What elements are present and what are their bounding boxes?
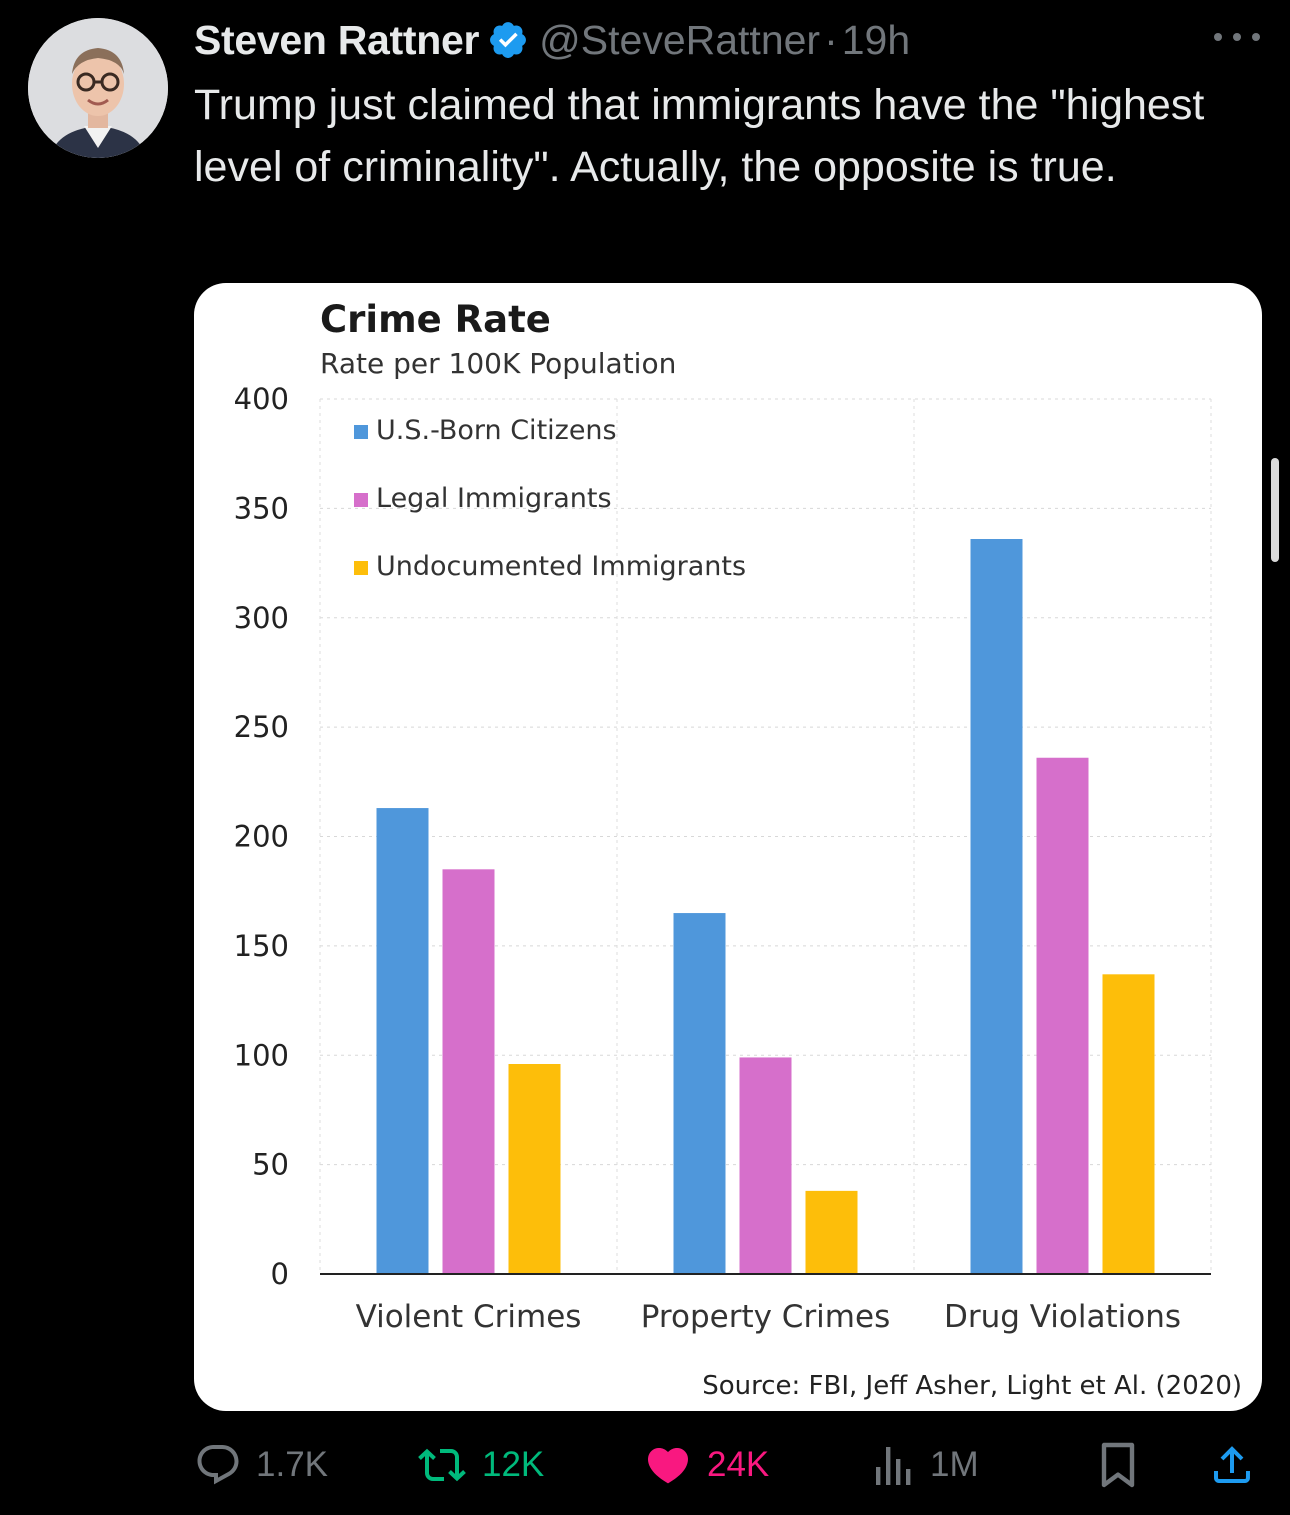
legend-label: Undocumented Immigrants: [376, 551, 746, 582]
legend-swatch: [354, 493, 368, 507]
y-tick-label: 300: [234, 601, 289, 635]
crime-rate-chart: Crime Rate Rate per 100K Population 0 50 100…: [234, 298, 1242, 1401]
views-icon: [876, 1447, 911, 1485]
legend-swatch: [354, 561, 368, 575]
share-button[interactable]: [1208, 1440, 1256, 1490]
y-tick-label: 200: [234, 820, 289, 854]
bar: [673, 913, 726, 1274]
bookmark-icon: [1101, 1442, 1135, 1488]
author-handle[interactable]: @SteveRattner: [539, 16, 821, 63]
reply-icon: [197, 1445, 239, 1485]
bar: [970, 539, 1023, 1274]
bar: [376, 808, 429, 1274]
like-button[interactable]: 24K: [643, 1440, 769, 1490]
bar: [508, 1064, 561, 1274]
y-tick-label: 400: [234, 382, 289, 416]
more-options-icon[interactable]: [1214, 26, 1260, 48]
chart-title: Crime Rate: [320, 298, 551, 341]
bar: [442, 869, 495, 1274]
scrollbar-thumb[interactable]: [1271, 458, 1279, 562]
legend-label: U.S.-Born Citizens: [376, 415, 617, 446]
bar: [739, 1057, 792, 1274]
heart-icon: [647, 1448, 689, 1484]
chart-image[interactable]: Crime Rate Rate per 100K Population 0 50 100…: [194, 283, 1262, 1411]
y-tick-label: 150: [234, 929, 289, 963]
legend-swatch: [354, 425, 368, 439]
chart-source: Source: FBI, Jeff Asher, Light et Al. (2…: [702, 1371, 1242, 1401]
x-tick-label: Violent Crimes: [356, 1299, 582, 1335]
x-tick-label: Drug Violations: [944, 1299, 1181, 1335]
avatar[interactable]: [28, 18, 168, 158]
tweet-header: Steven Rattner @SteveRattner · 19h: [194, 14, 910, 66]
author-name[interactable]: Steven Rattner: [194, 16, 480, 63]
retweet-icon: [418, 1448, 466, 1482]
reply-count: 1.7K: [256, 1445, 328, 1484]
views-button[interactable]: 1M: [872, 1440, 979, 1490]
verified-badge-icon[interactable]: [487, 19, 529, 61]
legend-label: Legal Immigrants: [376, 483, 612, 514]
avatar-image: [28, 18, 168, 158]
y-tick-label: 100: [234, 1038, 289, 1072]
separator-dot: ·: [824, 16, 838, 63]
share-icon: [1214, 1446, 1250, 1483]
tweet-text: Trump just claimed that immigrants have …: [194, 81, 1205, 191]
like-count: 24K: [707, 1445, 770, 1484]
y-tick-label: 0: [271, 1257, 289, 1291]
retweet-count: 12K: [482, 1445, 545, 1484]
reply-button[interactable]: 1.7K: [194, 1440, 328, 1490]
y-tick-label: 250: [234, 710, 289, 744]
views-count: 1M: [930, 1445, 979, 1484]
post-time[interactable]: 19h: [841, 16, 911, 63]
bar: [1036, 757, 1089, 1274]
bar: [805, 1190, 858, 1274]
chart-subtitle: Rate per 100K Population: [320, 347, 676, 380]
bookmark-button[interactable]: [1096, 1440, 1140, 1490]
y-tick-label: 50: [252, 1148, 289, 1182]
action-bar: 1.7K 12K 24K 1M: [0, 1430, 1290, 1500]
x-tick-label: Property Crimes: [641, 1299, 890, 1335]
y-tick-label: 350: [234, 491, 289, 525]
bar: [1102, 974, 1155, 1274]
retweet-button[interactable]: 12K: [416, 1440, 544, 1490]
